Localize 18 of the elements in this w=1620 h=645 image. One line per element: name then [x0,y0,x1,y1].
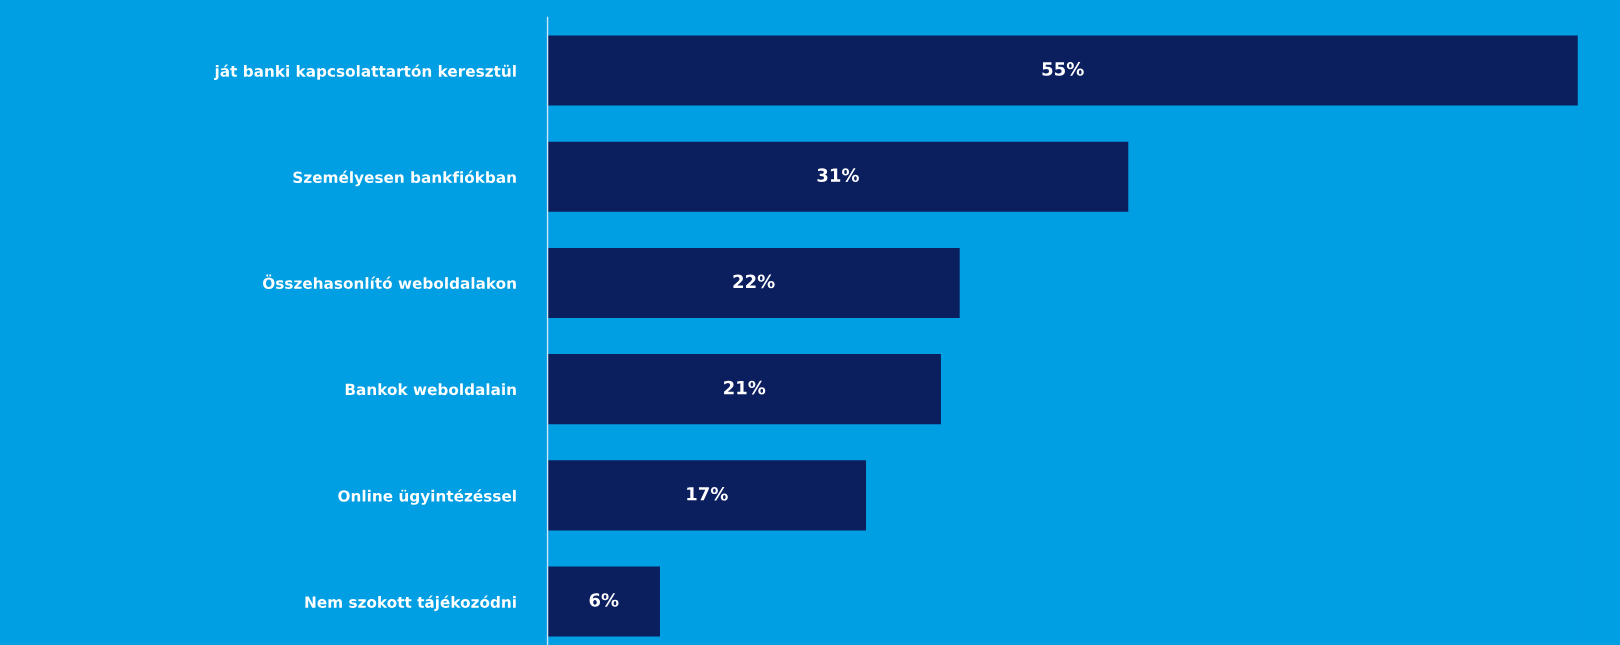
y-tick-label: Bankok weboldalain [345,383,516,396]
data-label: 22% [733,274,775,289]
data-label: 6% [589,593,619,607]
y-tick-label: ját banki kapcsolattartón keresztül [214,64,516,80]
bar [547,460,867,531]
y-tick-label: Összehasonlító weboldalakon [263,274,516,289]
data-label: 17% [687,486,728,501]
bar [547,566,660,637]
bar [547,35,1578,106]
data-label: 55% [1042,62,1084,76]
data-label: 31% [817,168,859,182]
bar [547,141,1129,212]
bar [547,354,941,425]
y-tick-label: Személyesen bankfiókban [293,170,516,187]
data-label: 21% [724,380,766,395]
y-tick-label: Nem szokott tájékozódni [305,595,516,611]
bar [547,247,960,318]
y-tick-label: Online ügyintézéssel [338,489,516,505]
